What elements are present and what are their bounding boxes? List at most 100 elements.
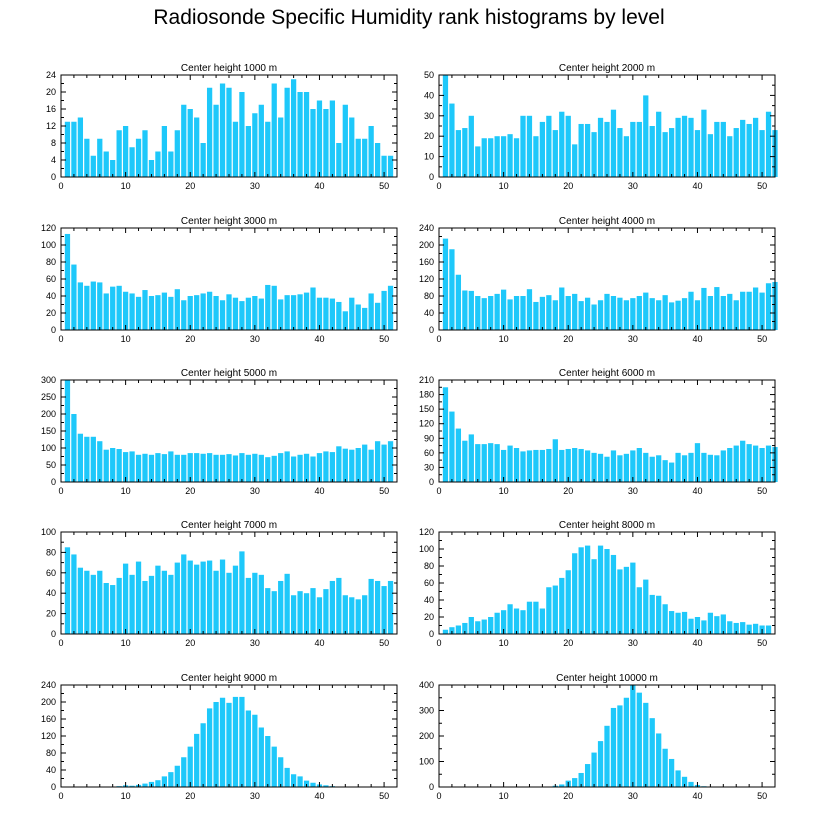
histogram-bar — [103, 449, 109, 482]
histogram-bar — [90, 574, 96, 634]
histogram-bar — [494, 293, 500, 331]
histogram-bar — [727, 448, 733, 482]
histogram-bar — [455, 625, 462, 634]
x-tick-label: 10 — [499, 181, 509, 191]
y-tick-label: 16 — [46, 104, 56, 114]
histogram-bar — [572, 448, 578, 482]
panel-title: Center height 9000 m — [181, 673, 277, 684]
x-tick-label: 30 — [250, 334, 260, 344]
histogram-bar — [116, 130, 122, 177]
histogram-bar — [303, 453, 310, 482]
histogram-bar — [481, 138, 487, 177]
histogram-bar — [64, 121, 71, 177]
histogram-bar — [720, 121, 726, 177]
histogram-bar — [336, 577, 342, 634]
histogram-bar — [129, 574, 135, 634]
histogram-bar — [297, 92, 303, 177]
histogram-bar — [362, 444, 368, 482]
histogram-bar — [90, 281, 96, 330]
y-tick-label: 60 — [424, 448, 434, 458]
histogram-bar — [533, 301, 539, 330]
histogram-bar — [297, 294, 303, 330]
histogram-bar — [90, 155, 96, 177]
histogram-bar — [271, 746, 277, 788]
histogram-bar — [533, 601, 539, 634]
histogram-bar — [630, 121, 636, 177]
x-tick-label: 40 — [692, 638, 702, 648]
histogram-bar — [714, 287, 720, 330]
histogram-bar — [733, 445, 739, 482]
histogram-bar — [539, 296, 546, 330]
panel-title: Center height 2000 m — [559, 63, 655, 74]
histogram-bar — [226, 572, 232, 634]
histogram-bar — [200, 561, 206, 634]
histogram-bar — [520, 115, 526, 177]
histogram-bar — [746, 624, 752, 634]
histogram-bar — [374, 441, 381, 482]
histogram-bar — [668, 128, 675, 177]
histogram-bar — [252, 572, 258, 634]
histogram-bar — [278, 580, 284, 634]
histogram-panel-8: Center height 8000 m 0 10 20 30 40 50 0 20 40 60 80… — [419, 520, 776, 648]
histogram-bar — [462, 622, 468, 634]
histogram-bar — [675, 117, 681, 177]
panel-title: Center height 8000 m — [559, 520, 655, 531]
histogram-bar — [329, 100, 336, 177]
histogram-bar — [462, 440, 468, 482]
histogram-bar — [155, 295, 161, 330]
y-tick-label: 0 — [51, 477, 56, 487]
histogram-bar — [161, 454, 168, 482]
histogram-bar — [481, 444, 487, 482]
histogram-bar — [97, 282, 103, 330]
histogram-bar — [310, 588, 316, 634]
histogram-bar — [336, 301, 342, 330]
x-tick-label: 0 — [436, 181, 441, 191]
x-tick-label: 0 — [58, 486, 63, 496]
histogram-bar — [623, 697, 630, 787]
histogram-bar — [129, 785, 135, 787]
y-tick-label: 60 — [424, 578, 434, 588]
histogram-bar — [643, 702, 649, 787]
histogram-bar — [181, 757, 187, 787]
histogram-bar — [258, 574, 264, 634]
histogram-bar — [310, 109, 316, 177]
histogram-bar — [752, 287, 759, 330]
histogram-bar — [103, 293, 109, 330]
histogram-bar — [694, 130, 701, 177]
histogram-bar — [142, 453, 148, 482]
histogram-bar — [368, 578, 374, 634]
histogram-bar — [552, 439, 558, 482]
histogram-bar — [265, 457, 271, 482]
histogram-bar — [597, 545, 604, 634]
histogram-bar — [565, 296, 571, 330]
histogram-bar — [533, 136, 539, 177]
histogram-bar — [232, 696, 239, 787]
histogram-bar — [591, 452, 597, 482]
x-tick-label: 30 — [250, 181, 260, 191]
histogram-bar — [194, 117, 200, 177]
histogram-bar — [597, 300, 604, 330]
x-tick-label: 50 — [757, 791, 767, 801]
histogram-bar — [284, 451, 290, 482]
y-tick-label: 200 — [41, 409, 56, 419]
histogram-bar — [142, 783, 148, 787]
y-tick-label: 40 — [46, 588, 56, 598]
histogram-bar — [64, 380, 71, 482]
histogram-bar — [129, 293, 135, 330]
y-tick-label: 200 — [419, 240, 434, 250]
histogram-bar — [219, 83, 226, 177]
y-tick-label: 20 — [424, 131, 434, 141]
histogram-bar — [442, 75, 449, 177]
histogram-bar — [284, 295, 290, 330]
histogram-bar — [449, 627, 455, 634]
histogram-bar — [168, 151, 174, 177]
histogram-bar — [258, 727, 264, 787]
x-tick-label: 50 — [757, 638, 767, 648]
x-tick-label: 20 — [185, 181, 195, 191]
histogram-bar — [494, 136, 500, 177]
histogram-bar — [572, 553, 578, 634]
x-tick-label: 40 — [314, 486, 324, 496]
histogram-bar — [342, 311, 348, 330]
x-tick-label: 10 — [499, 334, 509, 344]
histogram-bar — [533, 449, 539, 482]
